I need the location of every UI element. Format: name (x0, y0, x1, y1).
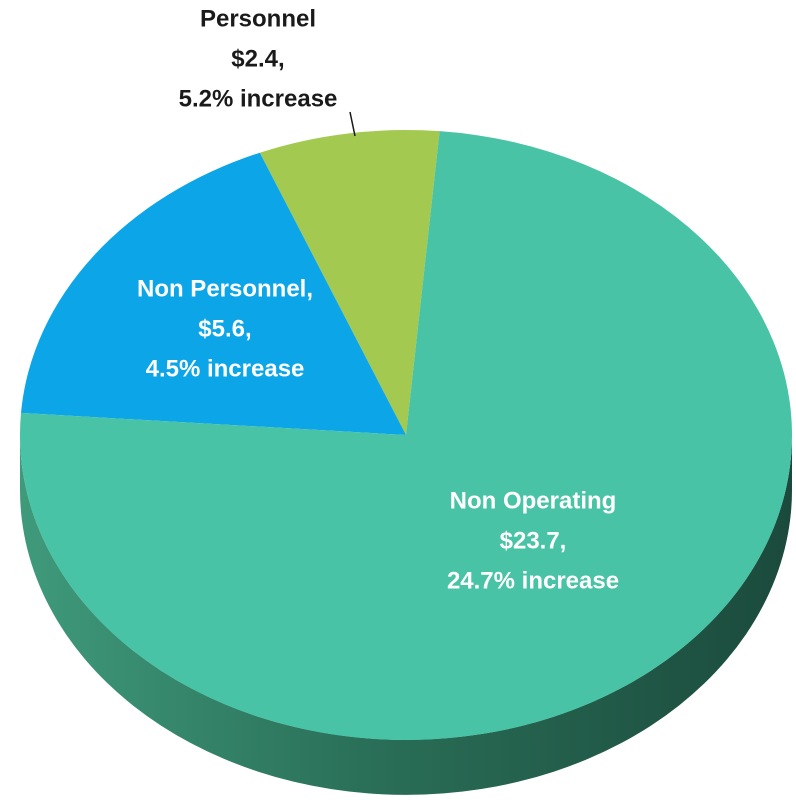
value-label: $23.7, (500, 527, 567, 554)
slice-label: Non Operating (450, 487, 617, 514)
leader-line (349, 111, 356, 137)
annotation: 4.5% increase (146, 355, 305, 382)
pie-slice (19, 131, 792, 740)
annotation: 24.7% increase (447, 567, 619, 594)
labels: Personnel $2.4, 5.2% increase Non Personnel… (137, 5, 619, 594)
slice-label: Personnel (200, 5, 316, 32)
pie-slice (21, 152, 407, 436)
value-label: $2.4, (231, 45, 284, 72)
pie-side (20, 435, 792, 795)
pie (19, 130, 792, 795)
value-label: $5.6, (198, 315, 251, 342)
pie-slice (259, 130, 440, 435)
slice-label: Non Personnel, (137, 275, 313, 302)
annotation: 5.2% increase (179, 85, 338, 112)
